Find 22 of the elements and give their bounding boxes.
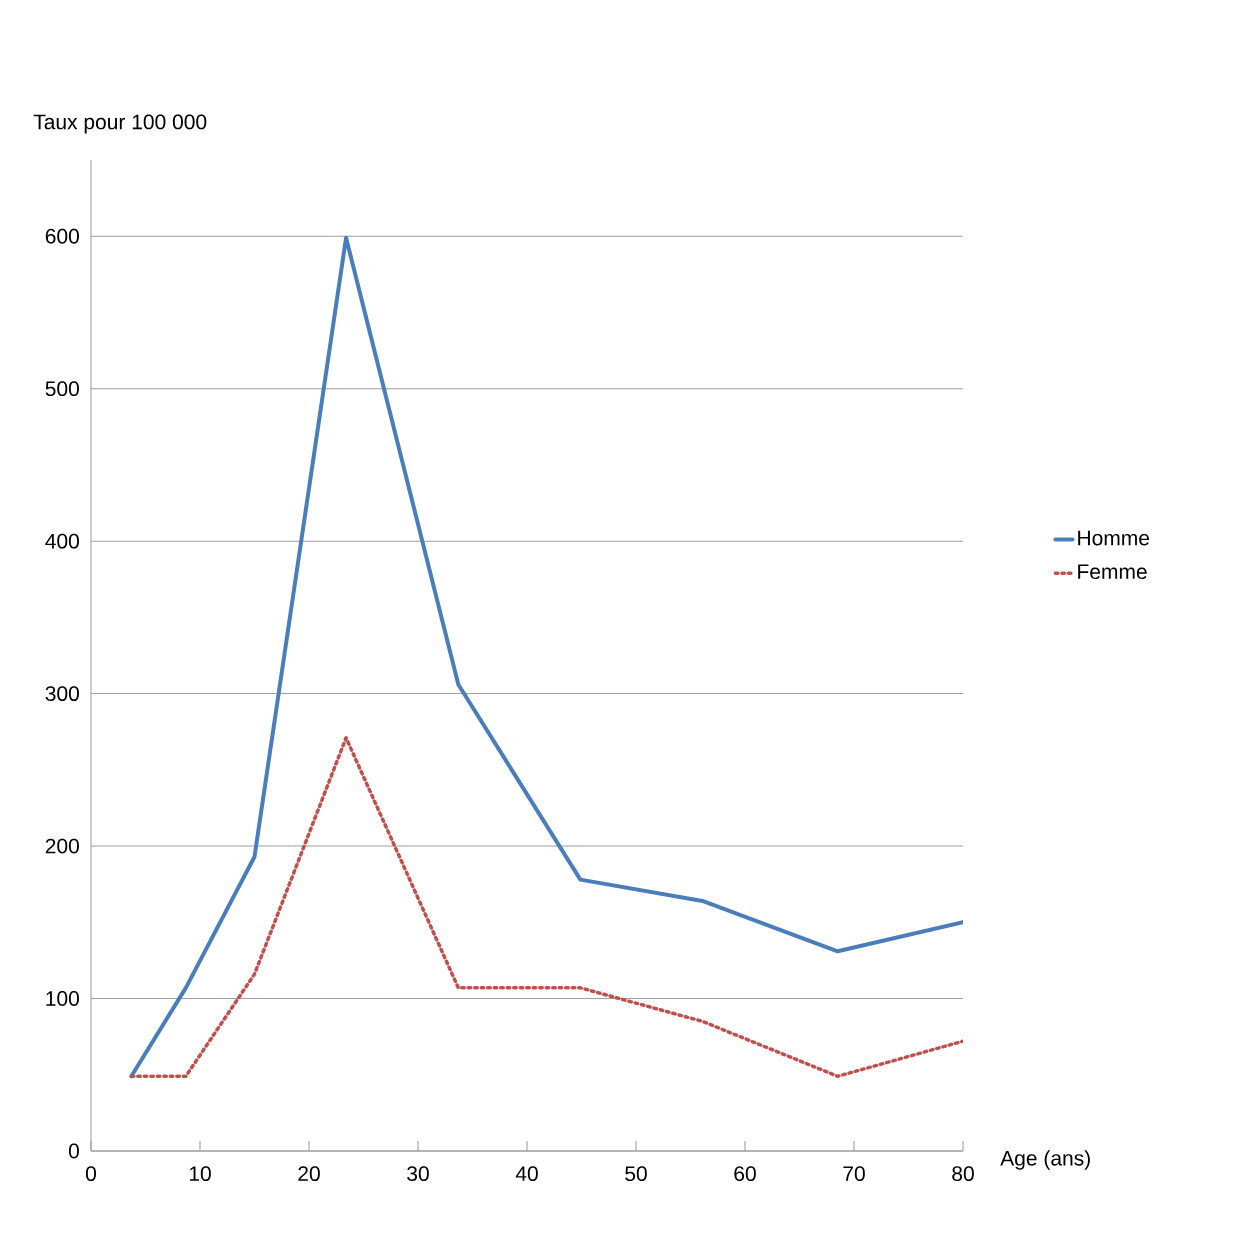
x-tick-label: 70	[843, 1166, 865, 1182]
y-tick-label: 0	[68, 1143, 79, 1159]
y-tick-label: 200	[45, 838, 79, 854]
legend-label: Femme	[1078, 564, 1147, 580]
x-tick-label: 10	[189, 1166, 211, 1182]
x-tick-label: 50	[625, 1166, 647, 1182]
line-series	[129, 736, 963, 1079]
y-axis-title: Taux pour 100 000	[33, 114, 207, 134]
y-tick-label: 600	[45, 228, 79, 244]
line-series	[129, 235, 963, 1079]
legend-label: Homme	[1078, 530, 1150, 546]
x-tick-label: 80	[952, 1166, 974, 1182]
y-tick-label: 100	[46, 991, 79, 1006]
y-tick-label: 500	[45, 381, 79, 397]
x-axis-title: Age (ans)	[1000, 1150, 1090, 1170]
y-tick-label: 300	[45, 686, 79, 702]
x-tick-label: 30	[407, 1166, 429, 1182]
y-tick-label: 400	[45, 533, 79, 549]
x-tick-label: 60	[734, 1166, 756, 1182]
x-tick-label: 20	[298, 1166, 320, 1182]
x-tick-label: 0	[85, 1166, 97, 1182]
x-tick-label: 40	[515, 1166, 538, 1182]
